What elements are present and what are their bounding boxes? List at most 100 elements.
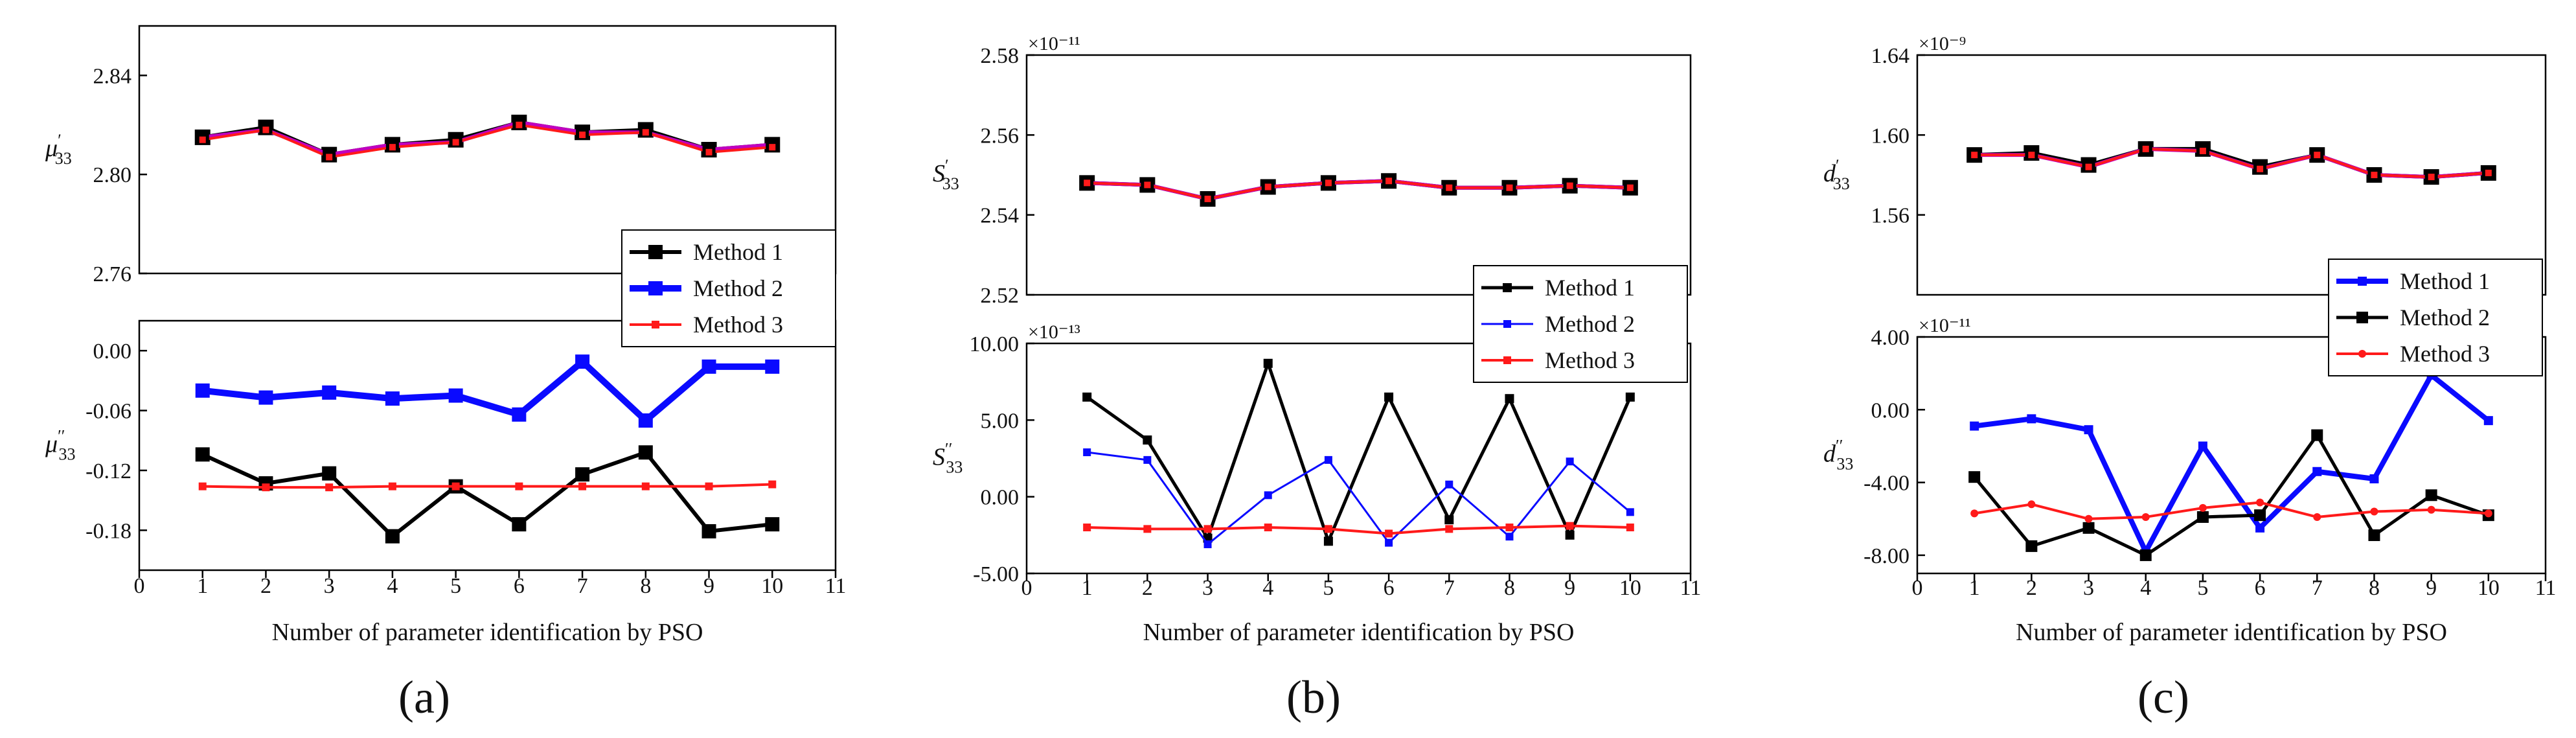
data-point bbox=[1445, 525, 1453, 533]
top-subplot: 2.76 2.80 2.84 μ′ 33 bbox=[45, 25, 837, 286]
data-point bbox=[1324, 455, 1332, 464]
data-point bbox=[1505, 524, 1514, 531]
data-point bbox=[2484, 509, 2492, 518]
data-point bbox=[2425, 489, 2437, 502]
plot-frame bbox=[138, 319, 837, 571]
ylabel-subscript: 33 bbox=[942, 174, 959, 193]
ylabel-base: d bbox=[1823, 441, 1836, 468]
data-point bbox=[642, 129, 649, 136]
data-point bbox=[769, 144, 776, 151]
data-point bbox=[516, 121, 523, 128]
top-subplot: 2.52 2.54 2.56 2.58 ×10⁻¹¹ S′ 33 bbox=[933, 33, 1692, 308]
series-method-1 bbox=[1082, 358, 1635, 546]
y-tick-label: 2.56 bbox=[981, 124, 1020, 148]
legend-marker bbox=[2358, 350, 2366, 358]
data-point bbox=[1143, 435, 1152, 445]
ylabel-prime: ′ bbox=[945, 156, 949, 175]
data-point bbox=[451, 482, 460, 490]
x-tick-label: 4 bbox=[387, 574, 398, 598]
data-point bbox=[2084, 514, 2093, 523]
data-point bbox=[1971, 152, 1978, 159]
top-subplot: 1.56 1.60 1.64 ×10⁻⁹ d′ 33 bbox=[1823, 33, 2547, 296]
data-point bbox=[2196, 511, 2209, 523]
data-point bbox=[2141, 513, 2150, 521]
data-point bbox=[1626, 184, 1634, 191]
series-method-1 bbox=[195, 445, 780, 544]
data-point bbox=[578, 482, 587, 490]
y-tick-label: -0.06 bbox=[85, 400, 131, 424]
series-line bbox=[202, 483, 773, 489]
y-tick-label: -0.12 bbox=[85, 459, 131, 483]
y-tick-label: 5.00 bbox=[981, 409, 1020, 433]
data-point bbox=[2025, 540, 2038, 552]
x-tick-label: 10 bbox=[1619, 576, 1641, 600]
series-line bbox=[1087, 179, 1630, 200]
x-tick-label: 4 bbox=[2140, 576, 2151, 600]
data-point bbox=[1445, 480, 1453, 489]
data-point bbox=[515, 482, 523, 490]
series-method-2 bbox=[1083, 448, 1634, 549]
y-tick-label: 1.64 bbox=[1871, 44, 1910, 68]
y-axis-label: μ′ 33 bbox=[45, 131, 72, 168]
ylabel-prime: ′′ bbox=[58, 427, 65, 446]
ylabel-subscript: 33 bbox=[1833, 174, 1850, 193]
legend: Method 1 Method 2 Method 3 bbox=[1473, 265, 1688, 383]
legend-label: Method 2 bbox=[693, 275, 783, 301]
legend-label: Method 2 bbox=[1545, 311, 1635, 337]
data-point bbox=[2199, 148, 2206, 154]
series-method-2 bbox=[195, 354, 780, 428]
legend-marker bbox=[648, 281, 663, 295]
data-point bbox=[1204, 196, 1211, 202]
y-tick-label: 2.80 bbox=[93, 163, 132, 187]
data-point bbox=[1968, 471, 1981, 483]
data-point bbox=[705, 148, 712, 156]
data-point bbox=[388, 482, 396, 490]
data-point bbox=[1263, 358, 1273, 368]
y-tick-label: 0.00 bbox=[93, 340, 132, 363]
y-tick-label: 2.84 bbox=[93, 64, 132, 88]
series-method-3 bbox=[198, 121, 777, 161]
y-exponent-label: ×10⁻¹¹ bbox=[1028, 33, 1080, 54]
data-point bbox=[2427, 505, 2435, 514]
data-point bbox=[1970, 509, 1979, 518]
y-tick-label: 2.58 bbox=[981, 44, 1020, 68]
legend-marker bbox=[652, 321, 659, 329]
data-point bbox=[2312, 467, 2322, 476]
panel-caption: (c) bbox=[2137, 671, 2189, 723]
ylabel-prime: ′ bbox=[58, 131, 62, 150]
data-point bbox=[2198, 441, 2207, 451]
x-tick-label: 7 bbox=[2312, 576, 2323, 600]
x-tick-label: 8 bbox=[640, 574, 651, 598]
ylabel-subscript: 33 bbox=[55, 149, 72, 168]
data-point bbox=[638, 413, 653, 428]
data-point bbox=[1385, 178, 1393, 185]
series-line bbox=[1974, 372, 2491, 555]
data-point bbox=[2082, 522, 2095, 534]
legend-label: Method 1 bbox=[693, 239, 783, 265]
data-point bbox=[701, 359, 716, 374]
x-tick-label: 10 bbox=[761, 574, 783, 598]
legend-marker bbox=[648, 245, 663, 259]
plot-frame bbox=[138, 25, 837, 275]
data-point bbox=[1264, 491, 1272, 500]
y-tick-label: -4.00 bbox=[1864, 472, 1909, 496]
data-point bbox=[1385, 529, 1393, 538]
data-point bbox=[452, 139, 459, 146]
panel-caption: (a) bbox=[398, 671, 450, 723]
data-point bbox=[199, 136, 206, 143]
ylabel-base: S bbox=[933, 444, 945, 471]
data-point bbox=[2257, 165, 2264, 172]
data-point bbox=[705, 482, 713, 490]
x-tick-label: 5 bbox=[450, 574, 461, 598]
data-point bbox=[1203, 540, 1212, 549]
data-point bbox=[325, 483, 334, 492]
data-point bbox=[1325, 179, 1332, 187]
ylabel-base: μ bbox=[45, 431, 58, 458]
ylabel-base: d bbox=[1823, 160, 1836, 187]
data-point bbox=[1143, 455, 1152, 464]
series-line bbox=[1974, 501, 2489, 520]
data-point bbox=[198, 482, 207, 490]
data-point bbox=[1970, 421, 1979, 431]
series-method-3 bbox=[1083, 522, 1634, 538]
series-markers-overlay bbox=[1968, 142, 2495, 184]
